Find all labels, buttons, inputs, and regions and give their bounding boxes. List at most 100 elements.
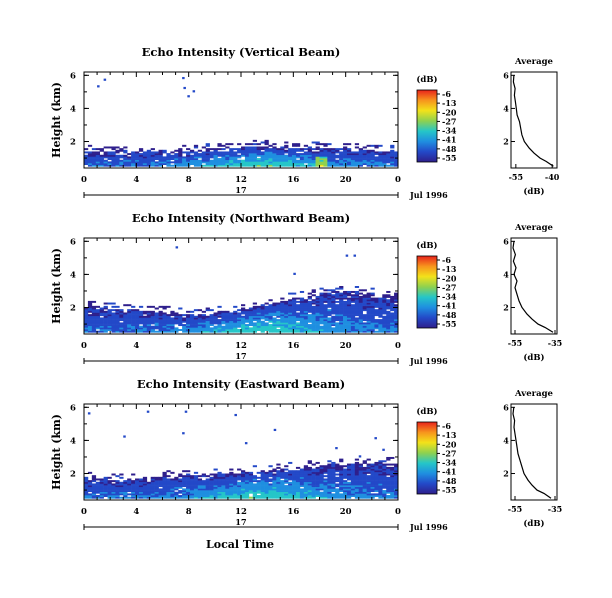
heatmap-cell — [146, 305, 152, 308]
heatmap-cell — [138, 312, 144, 315]
heatmap-cell — [370, 161, 375, 164]
heatmap-cell — [95, 478, 100, 481]
heatmap-cell — [390, 164, 395, 167]
heatmap-cell — [331, 496, 336, 499]
heatmap-cell — [87, 495, 93, 497]
heatmap-cell — [256, 154, 261, 157]
heatmap-cell — [319, 143, 324, 146]
heatmap-cell — [237, 314, 242, 317]
heatmap-cell — [115, 163, 120, 165]
heatmap-cell — [268, 164, 273, 167]
heatmap-cell — [358, 302, 363, 305]
colorbar-tick-label: -6 — [442, 89, 451, 99]
heatmap-cell — [115, 325, 120, 328]
heatmap-cell — [386, 456, 391, 459]
heatmap-cell — [354, 493, 360, 496]
heatmap-cell — [260, 485, 265, 488]
heatmap-cell — [292, 304, 297, 307]
heatmap-cell — [115, 480, 120, 483]
heatmap-cell — [233, 325, 238, 328]
heatmap-cell — [158, 476, 163, 479]
heatmap-cell — [205, 496, 210, 499]
heatmap-cell — [252, 148, 258, 151]
heatmap-cell — [264, 141, 269, 144]
heatmap-cell — [331, 315, 336, 318]
heatmap-cell — [99, 324, 104, 327]
heatmap-cell — [382, 319, 387, 322]
heatmap-cell — [327, 163, 332, 165]
heatmap-cell — [378, 315, 383, 318]
heatmap-cell — [327, 473, 332, 476]
heatmap-cell — [339, 496, 344, 499]
heatmap-cell — [205, 327, 210, 330]
heatmap-cell — [127, 325, 132, 328]
heatmap-cell — [374, 481, 379, 484]
heatmap-cell — [248, 314, 254, 317]
heatmap-cell — [323, 495, 328, 497]
heatmap-cell — [299, 478, 305, 481]
heatmap-cell — [370, 330, 375, 333]
heatmap-cell — [201, 495, 206, 497]
heatmap-cell — [166, 496, 171, 499]
heatmap-cell — [394, 470, 399, 473]
heatmap-cell — [248, 473, 254, 476]
echo-cell — [103, 78, 107, 81]
heatmap-cell — [272, 475, 277, 478]
heatmap-cell — [201, 329, 206, 331]
heatmap-cell — [307, 491, 312, 494]
heatmap-cell — [150, 305, 155, 308]
heatmap-cell — [311, 488, 316, 491]
heatmap-cell — [346, 310, 352, 313]
heatmap-cell — [307, 476, 312, 479]
heatmap-cell — [339, 312, 344, 315]
heatmap-cell — [178, 485, 183, 488]
heatmap-cell — [268, 299, 273, 302]
heatmap-cell — [319, 470, 324, 473]
heatmap-cell — [217, 153, 222, 156]
heatmap-cell — [213, 161, 218, 164]
heatmap-cell — [217, 310, 222, 313]
heatmap-cell — [99, 330, 104, 333]
heatmap-cell — [299, 480, 305, 483]
heatmap-cell — [382, 475, 387, 478]
heatmap-cell — [91, 325, 97, 328]
heatmap-cell — [390, 485, 395, 488]
heatmap-cell — [209, 491, 214, 494]
heatmap-cell — [99, 314, 104, 317]
heatmap-cell — [84, 317, 89, 320]
heatmap-cell — [111, 317, 116, 320]
heatmap-cell — [205, 320, 210, 323]
heatmap-cell — [386, 164, 391, 167]
profile-x-tick-label: -55 — [508, 504, 522, 514]
heatmap-cell — [244, 317, 250, 320]
heatmap-cell — [276, 495, 281, 497]
heatmap-cell — [370, 310, 375, 313]
heatmap-cell — [127, 330, 132, 333]
heatmap-cell — [276, 148, 281, 151]
heatmap-cell — [268, 304, 273, 307]
heatmap-cell — [280, 319, 285, 322]
heatmap-cell — [229, 315, 234, 318]
heatmap-cell — [319, 302, 324, 305]
heatmap-cell — [131, 481, 136, 484]
heatmap-cell — [229, 327, 234, 330]
heatmap-cell — [229, 325, 234, 328]
heatmap-cell — [154, 486, 159, 489]
heatmap-cell — [103, 324, 108, 327]
heatmap-cell — [244, 319, 250, 322]
heatmap-cell — [241, 325, 246, 328]
heatmap-cell — [339, 315, 344, 318]
heatmap-cell — [138, 329, 144, 331]
heatmap-cell — [303, 325, 309, 328]
heatmap-cell — [264, 480, 269, 483]
heatmap-cell — [382, 300, 387, 303]
heatmap-cell — [268, 495, 273, 497]
y-tick-label: 6 — [70, 237, 76, 247]
heatmap-cell — [197, 325, 203, 328]
heatmap-cell — [182, 490, 187, 493]
heatmap-cell — [107, 164, 112, 167]
heatmap-cell — [186, 315, 191, 318]
heatmap-cell — [193, 471, 199, 474]
heatmap-cell — [272, 324, 277, 327]
heatmap-cell — [256, 327, 261, 330]
